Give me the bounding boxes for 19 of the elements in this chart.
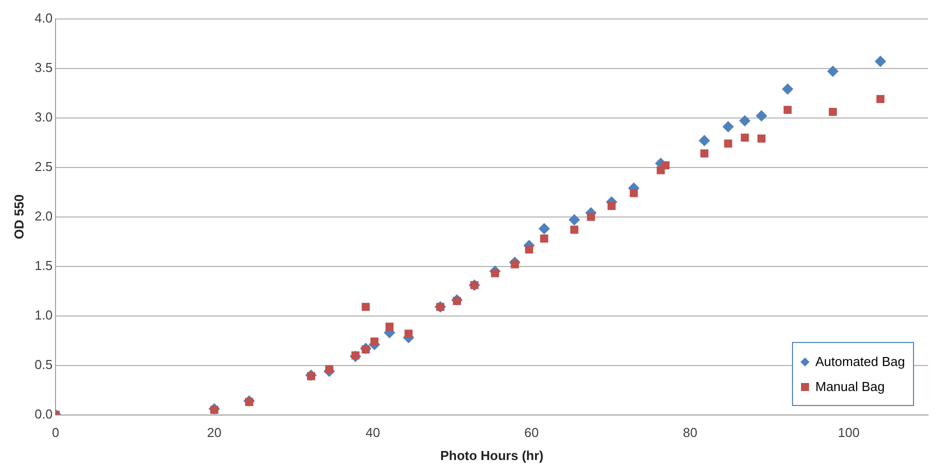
y-tick-label: 0.0 <box>34 406 53 422</box>
y-tick-label: 4.0 <box>34 10 53 26</box>
y-tick-label: 2.5 <box>34 158 53 174</box>
y-tick-label: 3.5 <box>34 60 53 75</box>
y-tick-label: 2.0 <box>34 208 53 224</box>
y-tick-label: 1.0 <box>34 307 53 322</box>
y-tick-label: 1.5 <box>34 258 53 273</box>
x-tick-label: 20 <box>207 425 222 440</box>
x-axis-title: Photo Hours (hr) <box>440 448 544 463</box>
x-tick-label: 80 <box>682 425 698 440</box>
x-tick-label: 0 <box>52 425 60 440</box>
x-tick-label: 60 <box>524 425 539 440</box>
y-tick-label: 0.5 <box>34 356 53 372</box>
x-tick-label: 100 <box>838 425 860 440</box>
x-tick-label: 40 <box>366 425 380 440</box>
legend-label: Automated Bag <box>815 354 905 369</box>
y-tick-label: 3.0 <box>34 109 53 124</box>
y-axis-title: OD 550 <box>11 194 26 240</box>
legend-label: Manual Bag <box>815 379 885 394</box>
